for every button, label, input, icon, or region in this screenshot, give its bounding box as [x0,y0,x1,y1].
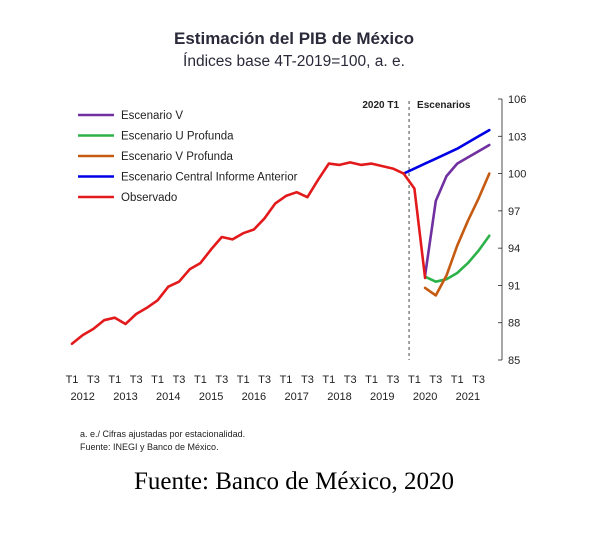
series-line-2 [423,172,491,297]
y-tick-label: 100 [508,169,526,181]
series-lines [70,128,491,346]
legend-label: Escenario U Profunda [121,131,234,143]
x-year-label: 2013 [113,391,137,403]
axes: 85 88 91 94 97 100 103 106 T1 T3 2012 T1 T3 2013 T1 T3 2… [66,94,527,403]
figure-caption: Fuente: Banco de México, 2020 [134,468,454,495]
y-tick-label: 88 [508,318,520,330]
x-tick-label: T3 [387,374,400,386]
vline-label: 2020 T1 [362,100,399,111]
series-line-0 [423,143,491,277]
x-tick-label: T1 [237,374,250,386]
x-tick-label: T3 [301,374,314,386]
x-tick-label: T3 [344,374,357,386]
legend-label: Escenario V [121,110,183,122]
x-tick-label: T1 [66,374,79,386]
x-tick-label: T3 [472,374,485,386]
x-tick-label: T3 [130,374,143,386]
legend-label: Observado [121,192,177,204]
x-year-label: 2015 [199,391,223,403]
legend: Escenario V Escenario U Profunda Escenario… [78,110,298,204]
x-tick-label: T3 [429,374,442,386]
y-tick-label: 103 [508,131,526,143]
chart-subtitle: Índices base 4T-2019=100, a. e. [183,53,405,70]
y-tick-label: 94 [508,243,520,255]
x-year-label: 2017 [284,391,308,403]
x-year-label: 2019 [370,391,394,403]
x-year-label: 2012 [70,391,94,403]
x-tick-label: T1 [322,374,335,386]
x-tick-label: T1 [280,374,293,386]
legend-label: Escenario Central Informe Anterior [121,172,298,184]
x-tick-label: T1 [194,374,207,386]
x-tick-label: T3 [215,374,228,386]
y-tick-label: 91 [508,280,520,292]
y-tick-label: 106 [508,94,526,106]
x-tick-label: T1 [151,374,164,386]
chart-title: Estimación del PIB de México [174,29,414,48]
note-source: Fuente: INEGI y Banco de México. [80,442,219,452]
x-tick-label: T1 [108,374,121,386]
x-year-label: 2020 [413,391,437,403]
series-line-1 [423,234,491,284]
series-line-3 [402,128,491,175]
x-year-label: 2016 [242,391,266,403]
x-tick-label: T3 [258,374,271,386]
x-tick-label: T1 [365,374,378,386]
series-line-4 [70,161,427,346]
x-tick-label: T1 [408,374,421,386]
y-tick-label: 85 [508,355,520,367]
x-tick-label: T3 [173,374,186,386]
y-tick-label: 97 [508,206,520,218]
x-tick-label: T3 [87,374,100,386]
x-tick-label: T1 [451,374,464,386]
x-year-label: 2018 [327,391,351,403]
note-seasonal: a. e./ Cifras ajustadas por estacionalid… [80,429,245,439]
x-year-label: 2014 [156,391,180,403]
scenarios-label: Escenarios [417,100,471,111]
legend-label: Escenario V Profunda [121,151,233,163]
x-year-label: 2021 [456,391,480,403]
